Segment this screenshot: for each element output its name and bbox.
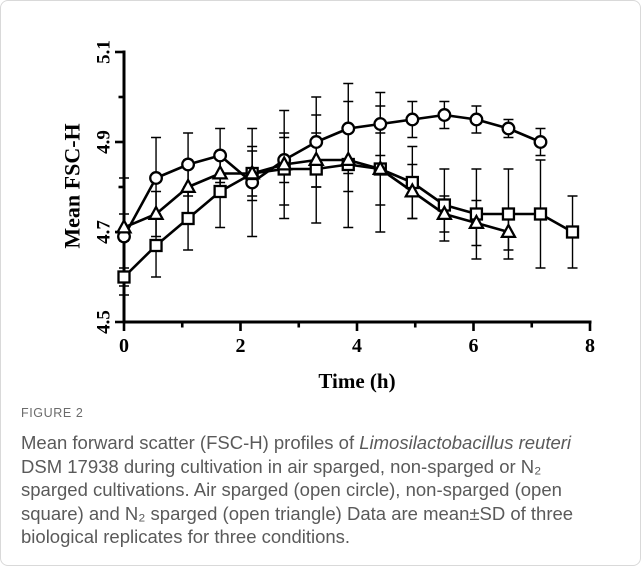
- series-2-square-point: [565, 225, 580, 239]
- y-axis-title: Mean FSC-H: [60, 123, 85, 248]
- caption-line-2: DSM 17938 during cultivation in air spar…: [21, 455, 542, 477]
- series-1-circle-point: [405, 112, 420, 127]
- series-3-triangle-point: [500, 222, 517, 239]
- series-1-circle-point: [149, 171, 163, 185]
- series-1-circle-point: [533, 135, 548, 149]
- series-2-square-point: [149, 238, 163, 253]
- y-tick-label: 5.1: [94, 40, 115, 64]
- series-1-circle-point: [309, 135, 324, 149]
- series-1-circle-point: [373, 117, 388, 131]
- series-3-triangle-point: [211, 164, 229, 180]
- series-3-triangle-point: [275, 155, 293, 171]
- series-1-circle-point: [213, 148, 228, 163]
- series-3-triangle-point: [179, 177, 197, 194]
- series-2-square-point: [213, 184, 227, 199]
- species-name: Limosilactobacillus reuteri: [359, 432, 572, 453]
- series-1-circle-point: [181, 157, 196, 172]
- chart-series-markers: [115, 108, 580, 284]
- x-tick-label: 2: [236, 335, 246, 357]
- series-3-triangle-point: [435, 204, 453, 221]
- series-2-square-point: [181, 211, 195, 226]
- figure-card: 4.5 4.7 4.9 5.1 0 2 4 6 8 Mean FSC-H Time (h) FI…: [0, 0, 641, 566]
- series-3-triangle-point: [339, 150, 357, 167]
- series-1-circle-point: [341, 121, 356, 136]
- series-1-circle-point: [469, 112, 484, 127]
- series-2-square-point: [533, 207, 548, 221]
- x-tick-label: 8: [585, 335, 595, 357]
- fsc-line-chart: 4.5 4.7 4.9 5.1 0 2 4 6 8 Mean FSC-H Time (h): [60, 40, 596, 393]
- series-3-triangle-point: [147, 204, 165, 221]
- caption-line-3: sparged cultivations. Air sparged (open …: [21, 479, 562, 500]
- series-1-circle-point: [437, 108, 452, 122]
- chart-tick-labels: 4.5 4.7 4.9 5.1 0 2 4 6 8: [94, 40, 596, 357]
- series-3-triangle-point: [371, 159, 389, 176]
- y-tick-label: 4.7: [94, 220, 115, 244]
- x-axis-title: Time (h): [318, 369, 395, 393]
- series-1-circle-point: [501, 121, 516, 136]
- series-3-triangle-point: [115, 218, 133, 234]
- series-3-triangle-point: [403, 182, 421, 198]
- y-tick-label: 4.9: [94, 130, 115, 154]
- x-tick-label: 0: [119, 335, 129, 357]
- caption-line-1: Mean forward scatter (FSC-H) profiles of…: [21, 431, 573, 455]
- series-2-square-point: [117, 270, 131, 284]
- series-3-triangle-point: [243, 164, 261, 180]
- caption-line-4: square) and N₂ sparged (open triangle) D…: [21, 502, 574, 524]
- x-tick-label: 6: [469, 335, 479, 357]
- caption-text: Mean forward scatter (FSC-H) profiles of: [21, 432, 360, 453]
- series-3-triangle-point: [467, 213, 485, 230]
- figure-label: FIGURE 2: [21, 406, 84, 420]
- y-tick-label: 4.5: [94, 310, 115, 334]
- caption-line-5: biological replicates for three conditio…: [21, 526, 351, 547]
- x-tick-label: 4: [352, 335, 362, 357]
- series-3-triangle-point: [307, 150, 325, 167]
- series-2-square-point: [501, 207, 516, 221]
- figure-caption: Mean forward scatter (FSC-H) profiles of…: [21, 431, 573, 549]
